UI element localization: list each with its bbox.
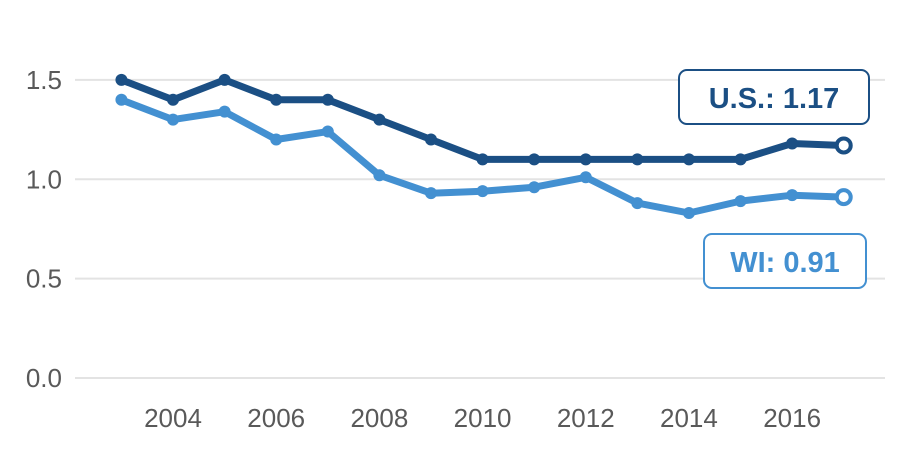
callout-us: U.S.: 1.17 [678, 69, 870, 125]
data-point [167, 113, 180, 126]
data-point [734, 195, 747, 208]
x-tick-label: 2004 [144, 403, 202, 433]
series-wi [115, 93, 853, 220]
y-tick-label: 0.0 [26, 363, 62, 393]
y-tick-label: 0.5 [26, 264, 62, 294]
y-tick-label: 1.5 [26, 65, 62, 95]
data-point [321, 93, 334, 106]
data-point [373, 169, 386, 182]
data-point [373, 113, 386, 126]
data-point [682, 153, 695, 166]
data-point [786, 189, 799, 202]
data-point-end [834, 136, 853, 155]
data-point [424, 187, 437, 200]
data-point [528, 181, 541, 194]
data-point [528, 153, 541, 166]
data-point [115, 73, 128, 86]
x-axis-tick-labels: 2004 2006 2008 2010 2012 2014 2016 [144, 403, 821, 433]
callout-label: U.S.: 1.17 [709, 83, 840, 115]
x-tick-label: 2016 [763, 403, 821, 433]
y-axis-tick-labels: 0.0 0.5 1.0 1.5 [26, 65, 62, 393]
data-point [424, 133, 437, 146]
data-point [321, 125, 334, 138]
data-point [786, 137, 799, 150]
data-point [115, 93, 128, 106]
x-tick-label: 2010 [454, 403, 512, 433]
data-point [270, 133, 283, 146]
callout-box [678, 69, 870, 125]
callout-wi: WI: 0.91 [703, 233, 867, 289]
series-callouts: U.S.: 1.17 WI: 0.91 [678, 69, 870, 289]
data-point [631, 197, 644, 210]
data-point-end [834, 188, 853, 207]
y-tick-label: 1.0 [26, 164, 62, 194]
data-point [631, 153, 644, 166]
callout-box [703, 233, 867, 289]
x-tick-label: 2012 [557, 403, 615, 433]
series-us [115, 73, 853, 166]
callout-label: WI: 0.91 [730, 247, 840, 279]
data-point [476, 185, 489, 198]
data-point [579, 171, 592, 184]
data-point [579, 153, 592, 166]
x-tick-label: 2008 [350, 403, 408, 433]
x-tick-label: 2014 [660, 403, 718, 433]
data-point [682, 207, 695, 220]
data-point [270, 93, 283, 106]
x-tick-label: 2006 [247, 403, 305, 433]
data-point [218, 105, 231, 118]
data-point [218, 73, 231, 86]
series-lines [115, 73, 853, 220]
data-point [476, 153, 489, 166]
data-point [167, 93, 180, 106]
data-point [734, 153, 747, 166]
